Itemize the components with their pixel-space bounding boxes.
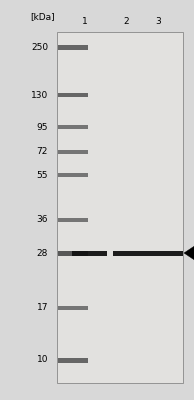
Bar (148, 251, 183, 256)
Bar (58, 358, 88, 363)
Text: 17: 17 (36, 304, 48, 312)
Bar (58, 251, 88, 256)
Text: 72: 72 (37, 148, 48, 156)
Bar (58, 173, 88, 177)
Polygon shape (184, 245, 194, 261)
Bar (57, 32, 183, 383)
Text: 1: 1 (82, 18, 88, 26)
Text: 130: 130 (31, 90, 48, 100)
Text: 36: 36 (36, 216, 48, 224)
Bar (58, 45, 88, 50)
Text: 95: 95 (36, 122, 48, 132)
Bar (58, 218, 88, 222)
Text: 28: 28 (37, 248, 48, 258)
Bar (58, 306, 88, 310)
Text: 55: 55 (36, 170, 48, 180)
Text: [kDa]: [kDa] (30, 12, 55, 21)
Text: 250: 250 (31, 42, 48, 52)
Text: 3: 3 (155, 18, 161, 26)
Text: 2: 2 (123, 18, 129, 26)
Bar (72, 251, 107, 256)
Bar (113, 251, 148, 256)
Text: 10: 10 (36, 356, 48, 364)
Bar (58, 150, 88, 154)
Bar (58, 125, 88, 129)
Bar (58, 93, 88, 97)
